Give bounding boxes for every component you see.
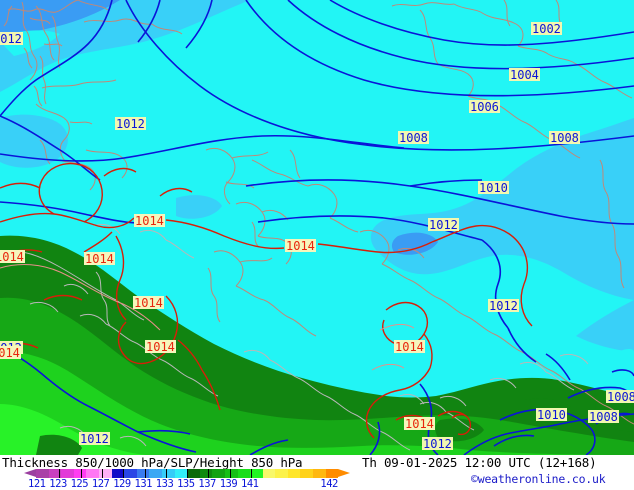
thickness-label: 1014 xyxy=(133,296,164,310)
scale-swatch xyxy=(98,469,112,478)
slp-label: 1012 xyxy=(488,299,519,313)
scale-tick-label: 129 xyxy=(113,478,131,490)
scale-swatch xyxy=(237,469,251,478)
copyright-credit: ©weatheronline.co.uk xyxy=(471,472,606,486)
scale-tick-mark xyxy=(251,469,252,478)
scale-tick-label: 131 xyxy=(134,478,153,490)
scale-tick-label: 125 xyxy=(70,478,89,490)
scale-swatch xyxy=(36,469,49,478)
scale-tick-label: 142 xyxy=(320,478,338,490)
slp-label: 1012 xyxy=(79,432,110,446)
scale-tick-labels: 121 123 125 127 129 131 133 135 137 139 141 142 xyxy=(0,469,338,490)
scale-tick-label: 123 xyxy=(49,478,67,490)
slp-label: 1008 xyxy=(588,410,619,424)
scale-tick-label: 139 xyxy=(219,478,238,490)
scale-swatch xyxy=(149,469,162,478)
scale-swatch xyxy=(61,469,74,478)
slp-label: 1012 xyxy=(0,32,23,45)
scale-swatch xyxy=(199,469,213,478)
map-title: Thickness 850/1000 hPa/SLP/Height 850 hP… xyxy=(2,455,303,470)
scale-swatch xyxy=(187,469,200,478)
scale-tick-label: 121 xyxy=(28,478,46,490)
slp-label: 1012 xyxy=(115,117,146,131)
thickness-label: 1014 xyxy=(0,250,25,263)
thickness-label: 1014 xyxy=(84,252,115,266)
scale-tick-mark xyxy=(144,469,146,478)
slp-label: 1002 xyxy=(531,22,562,36)
scale-tick-mark xyxy=(165,469,167,478)
scale-swatch xyxy=(111,469,125,478)
scale-swatch xyxy=(262,469,276,478)
slp-label: 1010 xyxy=(536,408,567,422)
slp-label: 1004 xyxy=(509,68,540,82)
scale-swatch xyxy=(124,469,137,478)
scale-tick-mark xyxy=(80,469,82,478)
scale-cap-left-arrow xyxy=(24,469,36,477)
scale-swatch xyxy=(73,469,87,478)
scale-tick-mark xyxy=(101,469,103,478)
slp-label: 1010 xyxy=(478,181,509,195)
scale-swatch xyxy=(325,469,339,478)
scale-swatch xyxy=(212,469,225,478)
scale-swatch xyxy=(224,469,238,478)
thickness-label: 1014 xyxy=(404,417,435,431)
scale-swatch xyxy=(48,469,62,478)
scale-swatch xyxy=(300,469,314,478)
color-scale-legend: 121 123 125 127 129 131 133 135 137 139 141 142 xyxy=(0,469,351,490)
slp-label: 1008 xyxy=(398,131,429,145)
scale-swatch xyxy=(275,469,288,478)
scale-swatch xyxy=(136,469,150,478)
thickness-label: 1014 xyxy=(145,340,176,354)
slp-label: 1008 xyxy=(549,131,580,145)
scale-swatch xyxy=(313,469,326,478)
thickness-label: 1014 xyxy=(0,346,21,359)
cyan-pocket xyxy=(618,349,634,372)
thickness-band-right xyxy=(576,300,634,352)
thickness-contour-thin xyxy=(0,264,415,371)
thickness-label: 1014 xyxy=(285,239,316,253)
scale-swatch xyxy=(86,469,99,478)
scale-tick-label: 137 xyxy=(198,478,216,490)
thickness-contour-layer xyxy=(0,162,533,439)
thickness-label: 1014 xyxy=(134,214,165,228)
slp-label: 1008 xyxy=(606,390,634,403)
scale-cap-right-arrow xyxy=(338,469,351,477)
scale-swatch xyxy=(287,469,301,478)
slp-label: 1012 xyxy=(428,218,459,232)
scale-tick-label: 141 xyxy=(241,478,259,490)
scale-swatch xyxy=(174,469,188,478)
slp-label: 1006 xyxy=(469,100,500,114)
scale-swatch xyxy=(250,469,263,478)
map-footer: Thickness 850/1000 hPa/SLP/Height 850 hP… xyxy=(0,455,634,490)
slp-label: 1012 xyxy=(422,437,453,451)
scale-tick-mark xyxy=(187,469,189,478)
thickness-band-mid-left xyxy=(0,114,222,219)
scale-tick-mark xyxy=(59,469,61,478)
scale-tick-mark xyxy=(229,469,231,478)
thickness-label: 1014 xyxy=(394,340,425,354)
scale-tick-label: 135 xyxy=(177,478,195,490)
scale-swatches xyxy=(36,469,339,478)
scale-tick-label: 133 xyxy=(155,478,174,490)
scale-tick-mark xyxy=(208,469,210,478)
forecast-valid-time: Th 09-01-2025 12:00 UTC (12+168) xyxy=(362,455,597,470)
scale-swatch xyxy=(161,469,175,478)
scale-tick-label: 127 xyxy=(91,478,110,490)
weather-map[interactable]: 1012 1012 1002 1004 1006 1008 1008 1010 … xyxy=(0,0,634,455)
scale-tick-mark xyxy=(123,469,125,478)
thickness-band-centre xyxy=(370,118,634,300)
